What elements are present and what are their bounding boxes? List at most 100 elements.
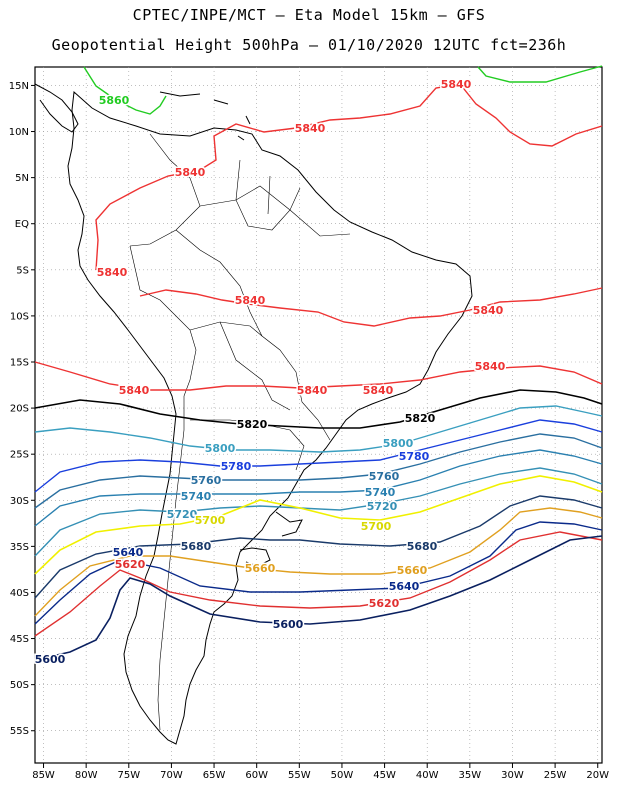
title-line-2: Geopotential Height 500hPa – 01/10/2020 … [51, 36, 567, 54]
contour-5740 [34, 449, 603, 527]
contour-label-5640: 5640 [389, 580, 420, 593]
contour-label-5640: 5640 [113, 546, 144, 559]
title-line-1: CPTEC/INPE/MCT – Eta Model 15km – GFS [132, 6, 486, 24]
contour-layer [34, 65, 603, 661]
lat-tick-label: 45S [10, 634, 29, 645]
contour-label-5660: 5660 [245, 562, 276, 575]
plata-estuary [275, 511, 303, 537]
contour-label-5760: 5760 [369, 470, 400, 483]
contour-5780 [34, 419, 603, 493]
contour-label-5700: 5700 [195, 514, 226, 527]
lat-tick-label: 40S [10, 588, 29, 599]
lat-tick-label: 10N [9, 127, 29, 138]
contour-5840-mid [139, 287, 603, 327]
contour-label-5840: 5840 [175, 166, 206, 179]
contour-label-5800: 5800 [205, 442, 236, 455]
contour-5840-north [95, 83, 603, 271]
lon-tick-label: 70W [160, 770, 183, 781]
contour-5700 [34, 475, 603, 575]
contour-label-5820: 5820 [405, 412, 436, 425]
lat-tick-label: EQ [15, 219, 29, 230]
grid-lines [35, 67, 602, 763]
border-guianas [235, 159, 301, 231]
contour-label-5660: 5660 [397, 564, 428, 577]
south-america-coast [67, 90, 473, 745]
lon-tick-label: 85W [32, 770, 55, 781]
border-bolivia-paraguay [189, 321, 291, 411]
contour-label-5820: 5820 [237, 418, 268, 431]
coastlines [34, 83, 473, 745]
contour-5640 [34, 521, 603, 625]
contour-5860-line [83, 66, 167, 115]
contour-label-5780: 5780 [399, 450, 430, 463]
contour-5680 [34, 495, 603, 599]
contour-label-5840: 5840 [473, 304, 504, 317]
lat-tick-label: 15S [10, 357, 29, 368]
contour-label-5760: 5760 [191, 474, 222, 487]
contour-5800 [34, 405, 603, 453]
contour-label-5620: 5620 [115, 558, 146, 571]
contour-label-5600: 5600 [35, 653, 66, 666]
axis-ticks: 85W 80W 75W 70W 65W 60W 55W 50W 45W 40W 35W 30W 25W 2… [9, 81, 609, 781]
valdes-peninsula [239, 547, 271, 567]
lon-tick-label: 60W [245, 770, 268, 781]
contour-5620 [34, 531, 603, 637]
border-colombia-venezuela [129, 133, 201, 247]
contour-5660 [34, 507, 603, 617]
lon-tick-label: 55W [288, 770, 311, 781]
contour-label-5680: 5680 [181, 540, 212, 553]
contour-label-5840: 5840 [363, 384, 394, 397]
lat-tick-label: 30S [10, 496, 29, 507]
border-brazil-north [199, 185, 351, 237]
lat-tick-label: 20S [10, 404, 29, 415]
contour-5820 [34, 389, 603, 429]
map-frame [34, 66, 603, 764]
contour-label-5720: 5720 [367, 500, 398, 513]
lat-tick-label: 35S [10, 542, 29, 553]
lat-tick-label: 15N [9, 81, 29, 92]
contour-5720 [34, 467, 603, 557]
caribbean-islands [159, 91, 251, 141]
contour-label-5740: 5740 [181, 490, 212, 503]
contour-labels: 5860 5840 5840 5840 5840 5840 5840 5840 5840 5840… [33, 77, 507, 668]
contour-label-5840: 5840 [297, 384, 328, 397]
contour-label-5740: 5740 [365, 486, 396, 499]
lon-tick-label: 65W [203, 770, 226, 781]
lon-tick-label: 20W [586, 770, 609, 781]
contour-label-5600: 5600 [273, 618, 304, 631]
lon-tick-label: 35W [459, 770, 482, 781]
contour-label-5780: 5780 [221, 460, 252, 473]
contour-5860-line-east [477, 65, 603, 83]
contour-label-5840: 5840 [235, 294, 266, 307]
lon-tick-label: 45W [373, 770, 396, 781]
lon-tick-label: 25W [544, 770, 567, 781]
contour-label-5840: 5840 [295, 122, 326, 135]
contour-label-5840: 5840 [119, 384, 150, 397]
border-argentina-north [190, 419, 305, 471]
lon-tick-label: 80W [75, 770, 98, 781]
lon-tick-label: 40W [416, 770, 439, 781]
lat-tick-label: 55S [10, 726, 29, 737]
border-brazil-west [175, 229, 331, 441]
contour-5840-south [34, 361, 603, 391]
lon-tick-label: 50W [331, 770, 354, 781]
central-america [34, 83, 79, 133]
contour-5600 [34, 535, 603, 661]
lon-tick-label: 75W [117, 770, 140, 781]
contour-label-5680: 5680 [407, 540, 438, 553]
border-peru-bolivia [129, 245, 197, 397]
lat-tick-label: 25S [10, 450, 29, 461]
contour-label-5700: 5700 [361, 520, 392, 533]
lat-tick-label: 50S [10, 680, 29, 691]
contour-label-5840: 5840 [97, 266, 128, 279]
contour-label-5840: 5840 [441, 78, 472, 91]
border-argentina-chile [157, 396, 185, 731]
contour-label-5800: 5800 [383, 437, 414, 450]
contour-label-5620: 5620 [369, 597, 400, 610]
contour-5760 [34, 433, 603, 509]
contour-label-5860: 5860 [99, 94, 130, 107]
lat-tick-label: 5S [16, 265, 29, 276]
contour-label-5720: 5720 [167, 508, 198, 521]
lat-tick-label: 10S [10, 311, 29, 322]
